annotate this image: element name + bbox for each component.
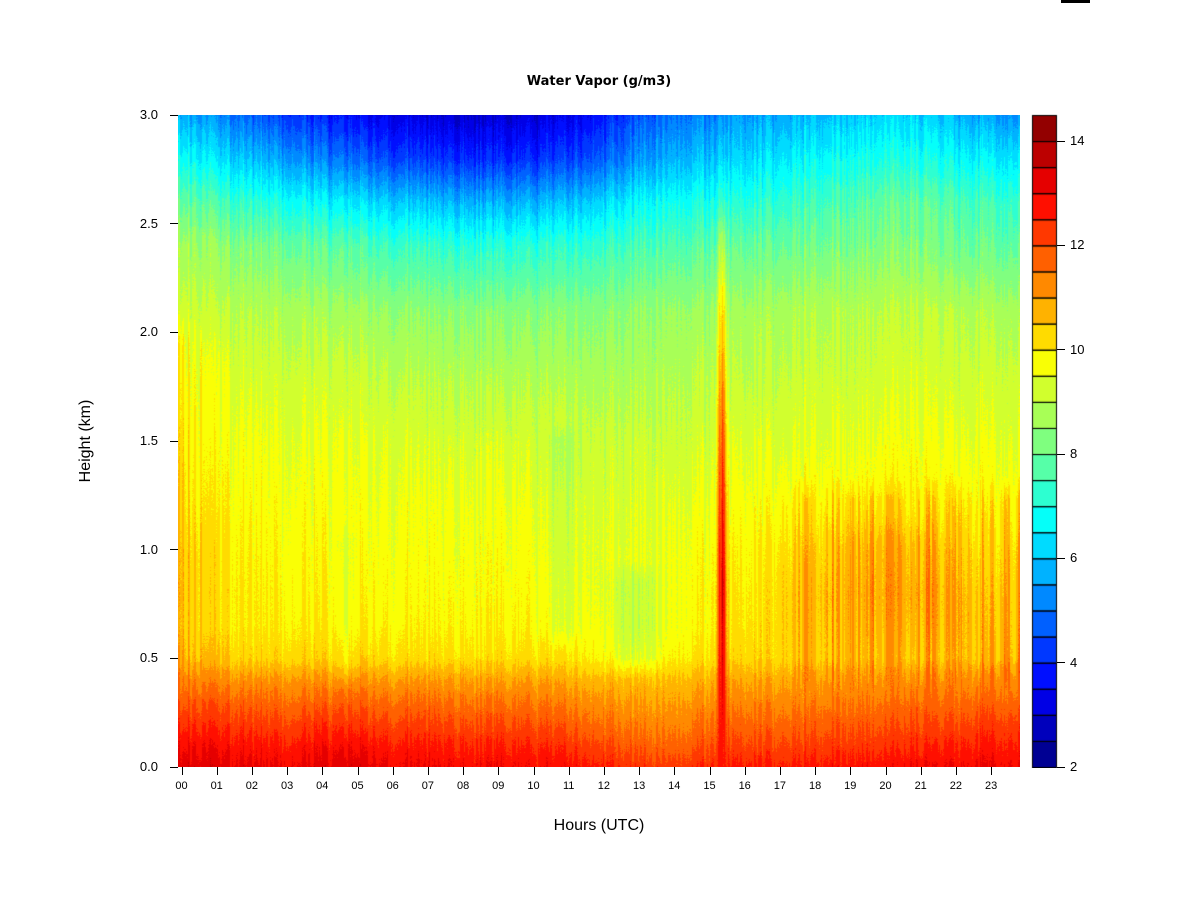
y-tick-mark <box>170 657 178 659</box>
y-axis-title: Height (km) <box>77 399 94 483</box>
x-tick-mark <box>991 767 993 775</box>
x-tick-label: 11 <box>562 780 575 792</box>
x-tick-mark <box>427 767 429 775</box>
x-tick-label: 22 <box>949 780 963 792</box>
x-tick-mark <box>639 767 641 775</box>
x-tick-mark <box>216 767 218 775</box>
x-tick-label: 09 <box>492 780 505 792</box>
colorbar-tick-label: 8 <box>1070 446 1078 462</box>
x-tick-mark <box>463 767 465 775</box>
x-tick-mark <box>392 767 394 775</box>
x-tick-label: 08 <box>456 780 470 792</box>
x-tick-label: 17 <box>773 780 787 792</box>
x-tick-label: 03 <box>280 780 294 792</box>
y-tick-label: 2.5 <box>139 215 158 231</box>
x-tick-label: 21 <box>914 780 927 792</box>
y-tick-mark <box>170 440 178 442</box>
x-tick-label: 10 <box>527 780 540 792</box>
x-tick-mark <box>322 767 324 775</box>
colorbar-tick-label: 10 <box>1070 341 1085 357</box>
x-tick-label: 15 <box>703 780 716 792</box>
colorbar-tick-label: 14 <box>1070 133 1085 149</box>
x-tick-mark <box>498 767 500 775</box>
chart-title: Water Vapor (g/m3) <box>526 74 672 89</box>
x-tick-label: 16 <box>738 780 751 792</box>
colorbar-tick-mark <box>1057 349 1065 351</box>
y-tick-mark <box>170 549 178 551</box>
colorbar-tick-mark <box>1057 244 1065 246</box>
x-tick-mark <box>674 767 676 775</box>
heatmap-canvas <box>178 115 1020 767</box>
colorbar-tick-label: 2 <box>1070 759 1078 774</box>
x-tick-label: 19 <box>844 780 857 792</box>
x-tick-mark <box>955 767 957 775</box>
x-tick-mark <box>709 767 711 775</box>
x-tick-mark <box>251 767 253 775</box>
screen-edge-artifact <box>1061 0 1090 3</box>
x-tick-mark <box>744 767 746 775</box>
colorbar-tick-label: 12 <box>1070 237 1085 253</box>
x-tick-mark <box>920 767 922 775</box>
x-tick-mark <box>885 767 887 775</box>
x-tick-label: 04 <box>316 780 329 792</box>
x-tick-label: 13 <box>632 780 646 792</box>
x-tick-label: 23 <box>984 780 998 792</box>
y-tick-label: 2.0 <box>139 324 158 340</box>
colorbar-tick-mark <box>1057 140 1065 142</box>
x-tick-mark <box>568 767 570 775</box>
x-tick-label: 02 <box>245 780 259 792</box>
y-tick-label: 1.0 <box>139 541 158 557</box>
colorbar-tick-label: 4 <box>1070 654 1078 670</box>
y-tick-mark <box>170 114 178 116</box>
colorbar-tick-mark <box>1057 766 1065 768</box>
x-tick-label: 18 <box>808 780 822 792</box>
y-tick-mark <box>170 331 178 333</box>
x-tick-mark <box>779 767 781 775</box>
x-tick-mark <box>181 767 183 775</box>
colorbar-tick-mark <box>1057 662 1065 664</box>
x-tick-label: 12 <box>597 780 611 792</box>
x-tick-mark <box>357 767 359 775</box>
colorbar-tick-mark <box>1057 453 1065 455</box>
x-tick-mark <box>815 767 817 775</box>
x-tick-label: 01 <box>210 780 223 792</box>
y-tick-label: 0.0 <box>139 759 158 774</box>
x-tick-mark <box>850 767 852 775</box>
y-tick-mark <box>170 766 178 768</box>
x-tick-mark <box>287 767 289 775</box>
x-tick-label: 06 <box>386 780 399 792</box>
x-tick-label: 20 <box>879 780 892 792</box>
x-tick-mark <box>603 767 605 775</box>
x-axis-title: Hours (UTC) <box>553 817 645 834</box>
y-tick-mark <box>170 223 178 225</box>
y-tick-label: 3.0 <box>139 107 158 122</box>
colorbar-tick-mark <box>1057 557 1065 559</box>
x-tick-mark <box>533 767 535 775</box>
x-tick-label: 07 <box>421 780 435 792</box>
colorbar-tick-label: 6 <box>1070 550 1078 566</box>
y-tick-label: 1.5 <box>139 433 158 448</box>
colorbar-canvas <box>1031 114 1058 768</box>
x-tick-label: 14 <box>668 780 681 792</box>
x-tick-label: 00 <box>175 780 188 792</box>
y-tick-label: 0.5 <box>139 650 158 666</box>
x-tick-label: 05 <box>351 780 364 792</box>
